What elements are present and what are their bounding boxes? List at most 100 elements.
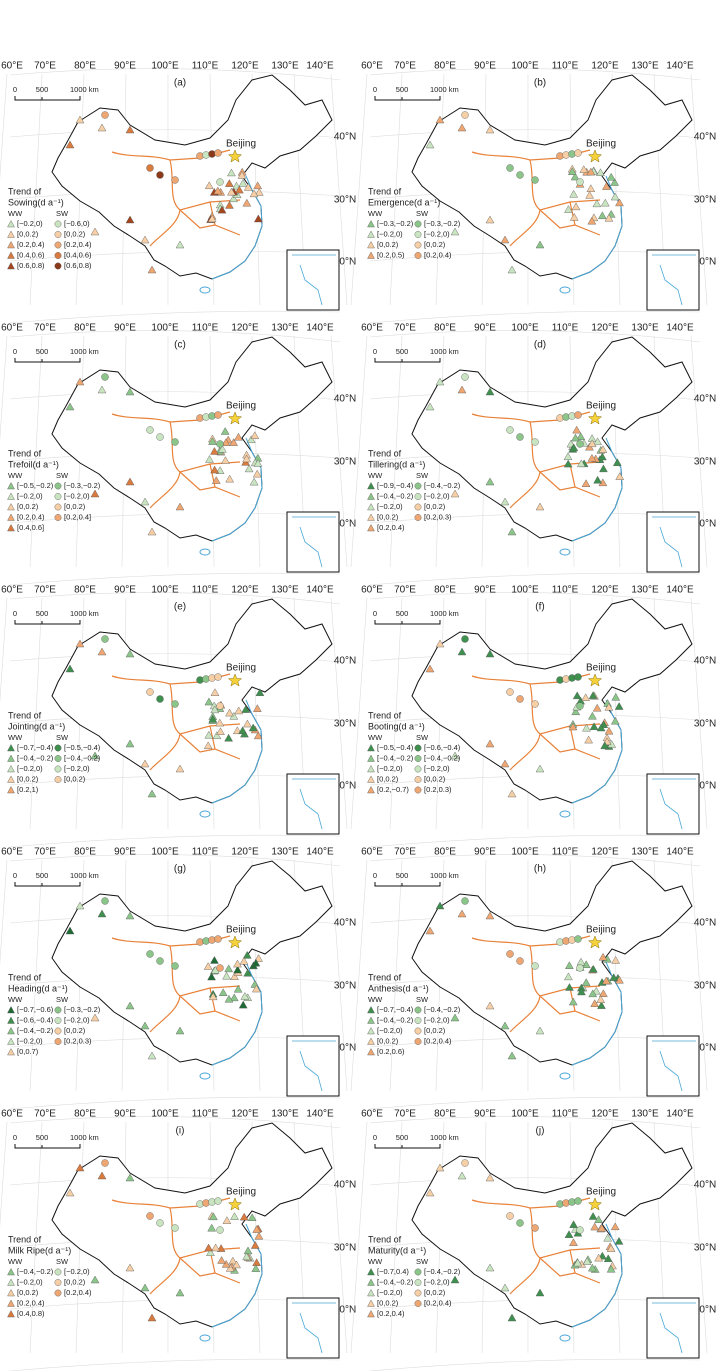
scale-label: 0 — [13, 347, 17, 356]
legend-triangle — [7, 230, 15, 238]
station-ww — [606, 1264, 616, 1273]
map-panel: 60°E 70°E 80°E 90°E 100°E 110°E 120°E 130°E 140°… — [350, 323, 716, 586]
station-ww — [229, 993, 239, 1002]
graticule — [9, 1096, 341, 1110]
station-ww — [597, 1223, 607, 1232]
station-ww — [175, 1026, 185, 1035]
station-ww — [500, 1021, 510, 1030]
station-ww — [75, 115, 85, 124]
legend-triangle — [7, 482, 15, 490]
legend-circle — [414, 786, 422, 794]
lon-label: 130°E — [271, 323, 299, 334]
lon-label: 120°E — [591, 61, 619, 72]
inset-frame — [286, 1297, 340, 1359]
legend-circle — [414, 252, 422, 259]
legend-item: [0.2,0.4) — [17, 240, 45, 249]
legend-triangle — [367, 513, 375, 521]
station-sw — [214, 411, 222, 419]
scale-label: 500 — [36, 871, 49, 880]
station-ww — [225, 1263, 235, 1272]
station-ww — [240, 992, 250, 1000]
lat-label: 30°N — [694, 457, 716, 468]
lon-label: 120°E — [231, 61, 259, 72]
coastline — [571, 175, 623, 280]
station-ww — [235, 185, 244, 194]
station-ww — [570, 172, 580, 181]
station-ww — [125, 477, 135, 486]
graticule — [9, 592, 341, 605]
station-sw — [214, 1197, 222, 1205]
legend-item: [0,0.2) — [17, 774, 39, 783]
scale-bar — [374, 96, 441, 101]
legend-item: [−0.2,0) — [17, 1036, 43, 1045]
station-sw — [574, 1197, 582, 1205]
legend-triangle — [367, 1027, 375, 1035]
zone-boundary — [111, 149, 241, 247]
scale-label: 1000 km — [70, 871, 99, 880]
graticule — [369, 1096, 701, 1110]
scale-label: 1000 km — [70, 85, 99, 94]
lon-label: 70°E — [34, 585, 56, 596]
legend-sw: SW — [56, 995, 69, 1004]
legend-triangle — [7, 1310, 15, 1318]
meridian — [350, 597, 368, 830]
station-ww — [569, 1220, 578, 1228]
station-ww — [604, 213, 614, 222]
station-ww — [228, 1256, 238, 1265]
station-sw — [461, 1159, 469, 1167]
scale-label: 1000 km — [430, 1133, 459, 1142]
legend-item: [−0.4,−0.2) — [17, 1267, 54, 1276]
station-ww — [507, 789, 517, 798]
legend-circle — [414, 493, 422, 500]
scale-label: 0 — [13, 871, 17, 880]
station-ww — [234, 432, 243, 441]
meridian — [0, 1121, 8, 1228]
legend-item: [−0.4,−0.2) — [377, 753, 414, 762]
inset-frame — [646, 249, 700, 311]
station-ww — [582, 723, 591, 732]
lon-label: 100°E — [511, 1109, 539, 1120]
station-ww — [579, 165, 589, 173]
station-ww — [586, 184, 596, 192]
city-label: Beijing — [586, 925, 616, 936]
legend-triangle — [7, 744, 15, 752]
hainan — [199, 1072, 211, 1080]
legend-circle — [414, 241, 422, 249]
legend-triangle — [7, 1299, 15, 1307]
station-sw — [171, 438, 179, 446]
station-ww — [457, 647, 467, 656]
legend-item: [0.2,0.6) — [377, 1047, 405, 1056]
lon-label: 80°E — [74, 847, 96, 858]
map-panel: 60°E 70°E 80°E 90°E 100°E 110°E 120°E 130°E 140°… — [350, 847, 716, 1110]
station-ww — [588, 711, 597, 720]
station-ww — [204, 181, 214, 189]
station-ww — [208, 714, 218, 723]
scale-bar — [14, 96, 81, 101]
station-ww — [565, 961, 574, 969]
station-ww — [140, 1021, 150, 1030]
station-ww — [253, 181, 263, 190]
station-ww — [210, 688, 220, 696]
station-ww — [215, 718, 225, 727]
legend-item: [0,0.2) — [424, 1288, 446, 1297]
legend-triangle — [367, 503, 375, 511]
meridian — [389, 597, 403, 830]
station-ww — [581, 978, 591, 986]
coastline — [571, 1223, 623, 1328]
country-outline — [411, 598, 693, 804]
legend-ww: WW — [368, 471, 383, 480]
legend-item: [−0.2,0) — [377, 229, 403, 238]
panel-label: (g) — [174, 864, 186, 875]
legend-triangle — [367, 220, 375, 228]
scale-label: 0 — [373, 871, 377, 880]
lat-label: 40°N — [694, 132, 716, 143]
lat-label: 30°N — [334, 195, 356, 206]
station-ww — [581, 479, 591, 487]
station-ww — [125, 739, 135, 748]
hainan — [559, 1334, 571, 1342]
station-ww — [610, 192, 620, 201]
station-sw — [576, 1226, 584, 1234]
station-ww — [242, 1252, 251, 1261]
graticule — [369, 834, 701, 848]
lon-label: 130°E — [631, 1109, 659, 1120]
